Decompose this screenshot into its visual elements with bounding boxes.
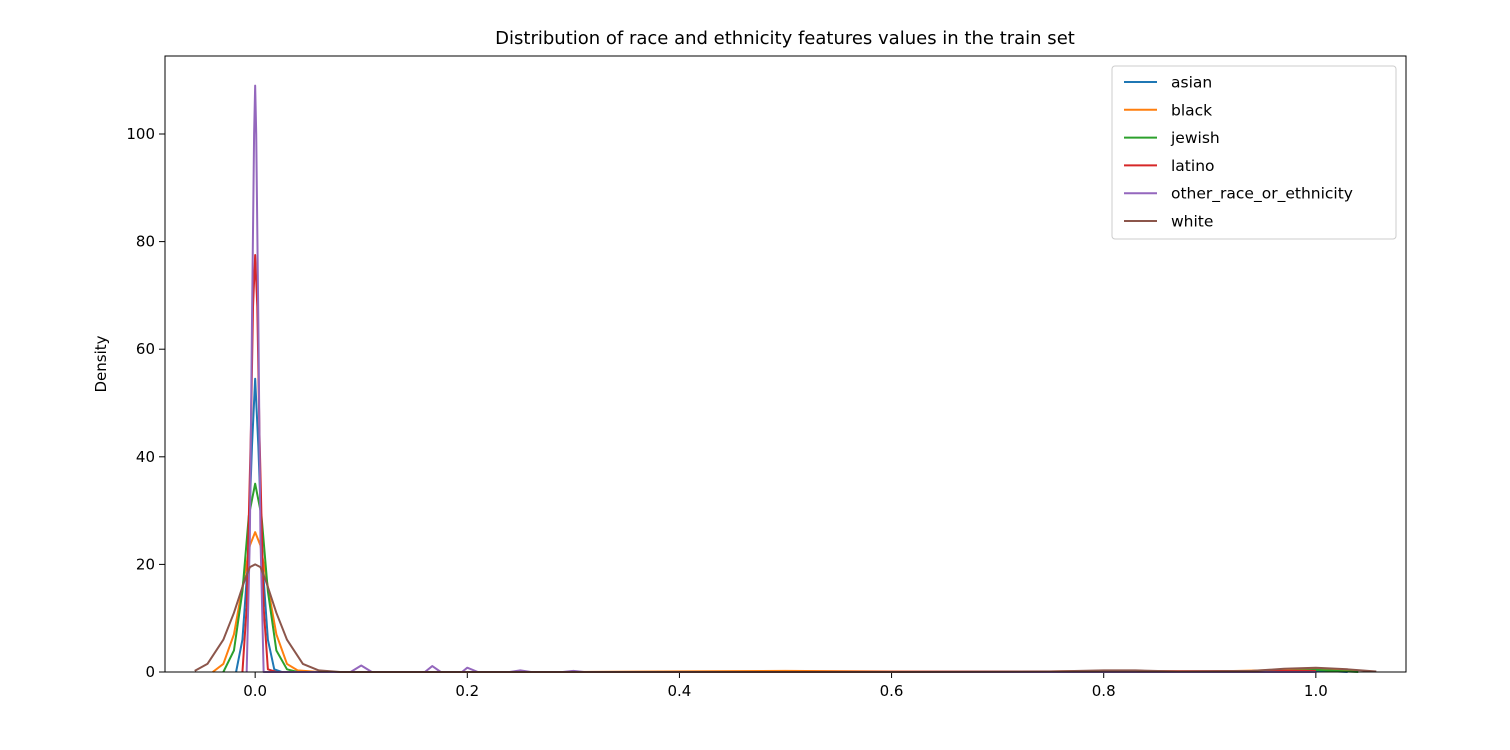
y-tick-label: 80 (136, 233, 155, 251)
legend: asian black jewish latino other_race_or_ethn… (1111, 65, 1397, 240)
legend-label: white (1171, 213, 1213, 231)
legend-label: jewish (1170, 129, 1220, 147)
x-tick-label: 0.6 (880, 682, 904, 700)
x-tick-label: 0.4 (668, 682, 692, 700)
legend-label: other_race_or_ethnicity (1171, 185, 1353, 204)
y-tick-label: 20 (136, 555, 155, 573)
x-tick-label: 1.0 (1304, 682, 1328, 700)
y-tick-label: 100 (126, 125, 155, 143)
plot-frame (164, 55, 1407, 673)
y-tick-label: 40 (136, 448, 155, 466)
y-axis-ticks: 0 20 40 60 80 100 (126, 125, 165, 681)
x-tick-label: 0.0 (243, 682, 267, 700)
legend-label: latino (1171, 157, 1215, 175)
x-tick-label: 0.2 (455, 682, 479, 700)
x-tick-label: 0.8 (1092, 682, 1116, 700)
legend-label: asian (1171, 74, 1212, 92)
y-tick-label: 60 (136, 340, 155, 358)
legend-frame (1111, 65, 1397, 240)
chart-title: Distribution of race and ethnicity featu… (495, 28, 1075, 49)
legend-label: black (1171, 101, 1212, 119)
series-line-white (194, 563, 1377, 673)
y-tick-label: 0 (145, 663, 155, 681)
y-axis-label: Density (92, 335, 110, 392)
x-axis-ticks: 0.0 0.2 0.4 0.6 0.8 1.0 (243, 672, 1328, 700)
